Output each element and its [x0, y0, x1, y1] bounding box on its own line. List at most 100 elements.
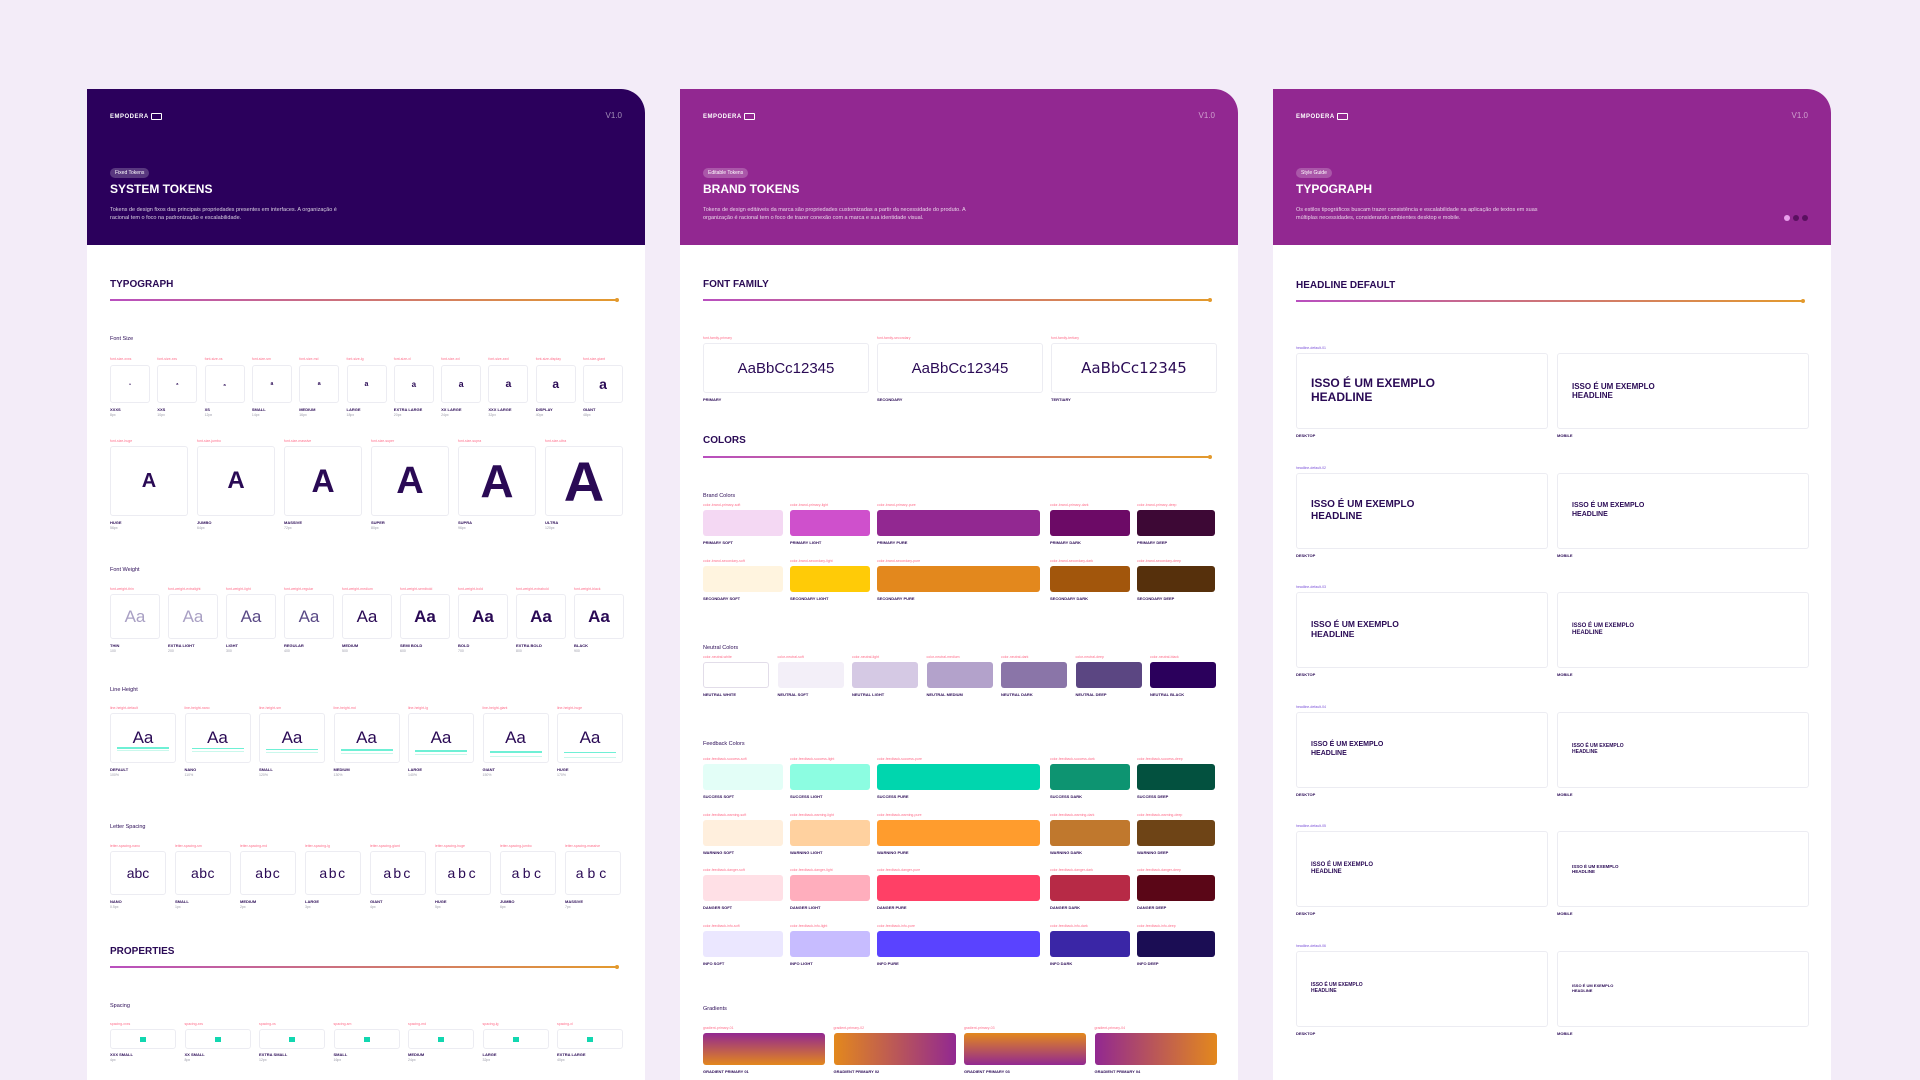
token-name: spacing-xxs	[184, 1022, 203, 1026]
system-tokens-panel: EMPODERA V1.0 Fixed Tokens SYSTEM TOKENS…	[87, 89, 645, 1080]
mobile-label: MOBILE	[1557, 1030, 1573, 1036]
line-height-text: Aa	[430, 728, 452, 747]
line-height-guide	[489, 755, 542, 757]
spacing-sample	[408, 1029, 474, 1049]
spacing-block	[587, 1036, 593, 1042]
mobile-label: MOBILE	[1557, 791, 1573, 797]
font-size-value: 40px	[535, 413, 544, 417]
token-name: font-size-massive	[284, 439, 312, 443]
font-size-sample: A	[371, 446, 449, 516]
font-family-name: SECONDARY	[877, 397, 903, 402]
token-name: color-neutral-dark	[1001, 655, 1029, 659]
flag-icon	[1336, 113, 1348, 120]
line-height-sample: Aa	[482, 713, 549, 763]
letter-spacing-value: 7px	[565, 905, 571, 909]
mobile-label: MOBILE	[1557, 911, 1573, 916]
color-swatch	[1050, 566, 1130, 592]
token-name: spacing-lg	[482, 1022, 499, 1026]
token-name: color-neutral-black	[1150, 655, 1179, 659]
font-size-sample: a	[488, 365, 529, 403]
token-name: color-feedback-warning-soft	[703, 813, 747, 817]
token-name: color-feedback-success-soft	[703, 757, 747, 761]
font-weight-value: 300	[226, 649, 232, 653]
color-swatch	[877, 510, 1040, 536]
carousel-dot[interactable]	[1784, 215, 1790, 221]
color-swatch	[703, 566, 783, 592]
color-name: INFO DEEP	[1137, 961, 1159, 966]
carousel-dot[interactable]	[1793, 215, 1799, 221]
color-name: SUCCESS DARK	[1050, 794, 1083, 799]
letter-spacing-sample: abc	[370, 851, 426, 895]
font-weight-name: SEMI BOLD	[400, 643, 423, 648]
font-size-value: 96px	[458, 526, 466, 530]
font-size-value: 14px	[251, 413, 260, 417]
headline-text: ISSO É UM EXEMPLO HEADLINE	[1311, 862, 1374, 875]
headline-desktop-sample: ISSO É UM EXEMPLO HEADLINE	[1296, 831, 1548, 907]
color-name: DANGER DEEP	[1137, 905, 1167, 910]
font-size-name: MEDIUM	[299, 407, 316, 412]
carousel-dots[interactable]	[1784, 215, 1808, 221]
line-height-value: 110%	[184, 773, 194, 777]
letter-spacing-label: Letter Spacing	[110, 824, 146, 830]
token-name: letter-spacing-massive	[565, 844, 601, 848]
spacing-value: 12px	[259, 1058, 267, 1062]
spacing-block	[289, 1036, 295, 1042]
font-size-name: MASSIVE	[284, 520, 303, 525]
color-name: NEUTRAL MEDIUM	[926, 692, 963, 697]
hero-description: Os estilos tipográficos buscam trazer co…	[1296, 207, 1538, 221]
token-name: color-feedback-danger-dark	[1050, 868, 1093, 872]
hero-title: BRAND TOKENS	[703, 182, 800, 196]
spacing-block	[512, 1036, 519, 1042]
token-name: font-size-xxl	[441, 357, 460, 361]
token-name: color-feedback-info-deep	[1137, 924, 1176, 928]
token-name: font-size-xs	[204, 357, 223, 361]
font-size-name: GIANT	[583, 407, 596, 412]
font-size-value: 10px	[157, 413, 165, 417]
token-name: font-size-xxxs	[110, 357, 132, 361]
line-height-text: Aa	[505, 728, 526, 747]
color-name: SECONDARY LIGHT	[790, 596, 829, 601]
token-name: line-height-nano	[184, 706, 210, 710]
line-height-sample: Aa	[557, 713, 623, 763]
line-height-sample: Aa	[110, 713, 176, 763]
line-height-label: Line Height	[110, 687, 138, 693]
token-name: font-size-super	[371, 439, 395, 443]
hero-tag: Style Guide	[1296, 168, 1332, 178]
hero-description: Tokens de design fixos das principais pr…	[110, 207, 337, 221]
font-weight-name: THIN	[110, 643, 120, 648]
token-name: color-brand-secondary-light	[790, 559, 833, 563]
font-weight-name: REGULAR	[284, 643, 304, 648]
headline-mobile-sample: ISSO É UM EXEMPLO HEADLINE	[1557, 353, 1809, 429]
color-swatch	[703, 820, 783, 846]
hero-title: TYPOGRAPH	[1296, 182, 1373, 196]
color-swatch	[790, 931, 870, 957]
gradient-swatch	[964, 1033, 1086, 1065]
token-name: color-neutral-soft	[777, 655, 804, 659]
token-name: color-brand-primary-pure	[877, 503, 916, 507]
font-size-sample: a	[393, 365, 434, 403]
headline-desktop-sample: ISSO É UM EXEMPLO HEADLINE	[1296, 950, 1548, 1027]
font-weight-name: BOLD	[458, 643, 470, 648]
token-name: spacing-xl	[557, 1022, 573, 1026]
spacing-block	[140, 1036, 146, 1042]
color-swatch	[1150, 662, 1216, 688]
carousel-dot[interactable]	[1802, 215, 1808, 221]
gradient-swatch	[703, 1033, 825, 1065]
font-size-name: JUMBO	[197, 520, 212, 525]
font-size-name: XXXS	[110, 407, 121, 412]
line-height-value: 170%	[557, 773, 566, 777]
color-name: NEUTRAL DEEP	[1075, 692, 1107, 697]
token-name: headline-default-02	[1296, 465, 1326, 470]
token-name: headline-default-03	[1296, 585, 1326, 589]
line-height-guide	[340, 749, 393, 751]
color-name: SECONDARY DEEP	[1137, 596, 1175, 601]
font-size-sample: a	[204, 365, 245, 403]
headline-desktop-sample: ISSO É UM EXEMPLO HEADLINE	[1296, 711, 1548, 788]
font-family-sample: AaBbCc12345	[877, 343, 1043, 393]
font-size-sample: A	[197, 446, 275, 516]
line-height-text: Aa	[356, 728, 377, 747]
line-height-guide	[266, 752, 318, 754]
color-swatch	[703, 875, 783, 901]
color-name: DANGER LIGHT	[790, 905, 821, 910]
spacing-value: 24px	[408, 1058, 416, 1062]
